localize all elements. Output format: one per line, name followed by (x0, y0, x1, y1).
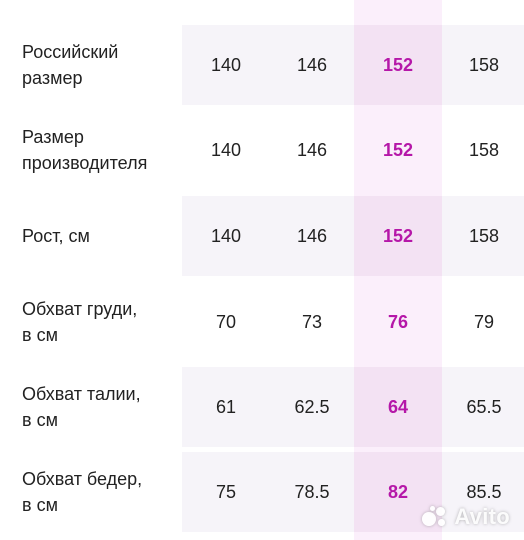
watermark-text: Avito (454, 504, 510, 529)
size-cell: 140 (210, 225, 242, 246)
size-cell: 158 (468, 54, 500, 75)
row-label-line2: в см (22, 495, 58, 515)
row-label-line2: производителя (22, 153, 148, 173)
table-row-hips: Обхват бедер, в см 75 78.5 82 85.5 (0, 452, 524, 532)
table-row-waist: Обхват талии, в см 61 62.5 64 65.5 (0, 367, 524, 447)
table-row-russian-size: Российский размер 140 146 152 158 (0, 25, 524, 105)
size-cell: 65.5 (466, 396, 502, 417)
row-label: Обхват груди, в см (22, 282, 182, 362)
size-cell: 61 (215, 396, 237, 417)
size-cell: 140 (210, 139, 242, 160)
size-cell: 158 (468, 139, 500, 160)
size-cell-highlighted: 152 (382, 54, 414, 75)
avito-watermark: Avito (422, 504, 510, 530)
row-label: Рост, см (22, 196, 182, 276)
size-cell: 140 (210, 54, 242, 75)
size-cell-highlighted: 76 (387, 311, 409, 332)
row-label-line1: Обхват груди, (22, 299, 138, 319)
row-label-line1: Обхват бедер, (22, 469, 143, 489)
size-cell: 79 (473, 311, 495, 332)
size-cell: 158 (468, 225, 500, 246)
size-cell: 78.5 (294, 481, 330, 502)
row-label-line1: Рост, см (22, 226, 90, 246)
size-cell: 75 (215, 481, 237, 502)
size-cell: 70 (215, 311, 237, 332)
row-label-line1: Обхват талии, (22, 384, 141, 404)
size-cell: 146 (296, 54, 328, 75)
table-row-manufacturer-size: Размер производителя 140 146 152 158 (0, 110, 524, 190)
size-cell: 62.5 (294, 396, 330, 417)
row-label: Обхват талии, в см (22, 367, 182, 447)
table-row-height: Рост, см 140 146 152 158 (0, 196, 524, 276)
size-cell: 146 (296, 225, 328, 246)
row-label-line1: Размер (22, 127, 84, 147)
avito-logo-icon (422, 506, 450, 528)
size-cell: 85.5 (466, 481, 502, 502)
row-label-line2: в см (22, 410, 58, 430)
size-cell-highlighted: 64 (387, 396, 409, 417)
size-cell: 146 (296, 139, 328, 160)
table-row-chest: Обхват груди, в см 70 73 76 79 (0, 282, 524, 362)
row-label-line2: в см (22, 325, 58, 345)
size-cell-highlighted: 152 (382, 225, 414, 246)
size-cell-highlighted: 82 (387, 481, 409, 502)
row-label-line1: Российский (22, 42, 119, 62)
row-label: Размер производителя (22, 110, 182, 190)
size-cell-highlighted: 152 (382, 139, 414, 160)
size-cell: 73 (301, 311, 323, 332)
row-label-line2: размер (22, 68, 83, 88)
row-label: Российский размер (22, 25, 182, 105)
row-label: Обхват бедер, в см (22, 452, 182, 532)
